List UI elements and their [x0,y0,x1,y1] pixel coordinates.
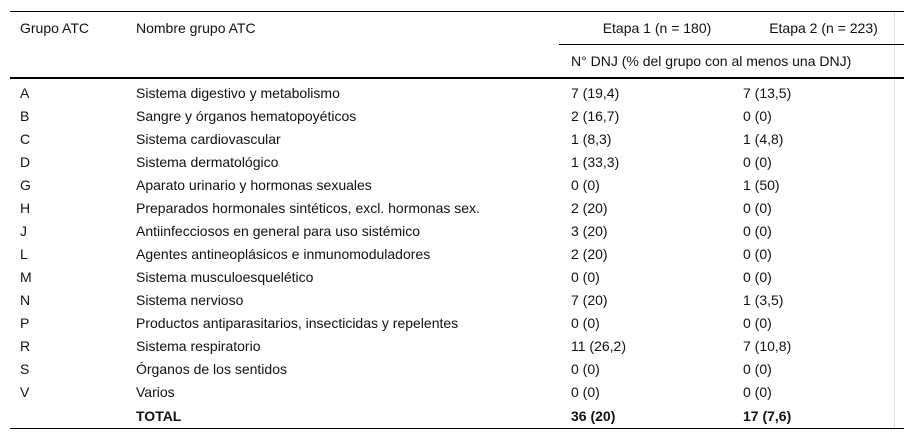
cell-grupo: H [20,199,31,216]
cell-etapa2: 0 (0) [743,153,772,170]
cell-etapa2: 7 (10,8) [743,337,792,354]
cell-etapa1: 7 (20) [571,291,608,308]
cell-etapa2: 0 (0) [743,383,772,400]
cell-nombre: Órganos de los sentidos [136,360,287,377]
cell-grupo [10,403,136,429]
table-row: N Sistema nervioso 7 (20) 1 (3,5) [10,288,904,311]
cell-nombre: Sistema musculoesquelético [136,268,314,285]
cell-etapa1: 0 (0) [571,360,600,377]
subheader-row: N° DNJ (% del grupo con al menos una DNJ… [10,44,904,79]
cell-etapa1: 0 (0) [571,176,600,193]
cell-etapa1: 1 (8,3) [571,130,612,147]
cell-etapa1: 11 (26,2) [571,337,626,354]
table-row: C Sistema cardiovascular 1 (8,3) 1 (4,8) [10,127,904,150]
cell-grupo: N [20,291,31,308]
header-etapa1: Etapa 1 (n = 180) [559,11,743,45]
cell-grupo: S [20,360,30,377]
cell-etapa1: 36 (20) [559,403,743,429]
cell-etapa2: 0 (0) [743,268,772,285]
table-row: D Sistema dermatológico 1 (33,3) 0 (0) [10,150,904,173]
subheader-dnj: N° DNJ (% del grupo con al menos una DNJ… [559,44,904,79]
cell-etapa1: 1 (33,3) [571,153,620,170]
cell-etapa1: 0 (0) [571,383,600,400]
cell-etapa1: 0 (0) [571,268,600,285]
cell-etapa2: 1 (3,5) [743,291,784,308]
cell-grupo: J [20,222,27,239]
cell-etapa2: 0 (0) [743,222,772,239]
header-grupo: Grupo ATC [10,11,136,45]
cell-etapa2: 0 (0) [743,107,772,124]
cell-grupo: P [20,314,30,331]
atc-table-container: Grupo ATC Nombre grupo ATC Etapa 1 (n = … [10,11,904,429]
table-row: B Sangre y órganos hematopoyéticos 2 (16,7… [10,104,904,127]
cell-nombre: Sistema nervioso [136,291,244,308]
cell-etapa2: 0 (0) [743,245,772,262]
table-row: A Sistema digestivo y metabolismo 7 (19,4)… [10,78,904,104]
cell-grupo: V [20,383,30,400]
cell-nombre: Varios [136,383,175,400]
header-row: Grupo ATC Nombre grupo ATC Etapa 1 (n = … [10,11,904,45]
table-row: J Antiinfecciosos en general para uso sis… [10,219,904,242]
cell-nombre: Aparato urinario y hormonas sexuales [136,176,372,193]
table-row: P Productos antiparasitarios, insecticida… [10,311,904,334]
header-nombre: Nombre grupo ATC [136,11,559,45]
cell-grupo: D [20,153,31,170]
table-row: L Agentes antineoplásicos e inmunomodulad… [10,242,904,265]
cell-etapa2: 1 (50) [743,176,780,193]
cell-grupo: M [20,268,32,285]
cell-etapa1: 3 (20) [571,222,608,239]
cell-grupo: B [20,107,30,124]
total-row: TOTAL 36 (20) 17 (7,6) [10,403,904,429]
cell-grupo: L [20,245,28,262]
cell-etapa1: 0 (0) [571,314,600,331]
cell-etapa1: 7 (19,4) [571,84,620,101]
table-row: V Varios 0 (0) 0 (0) [10,380,904,403]
cell-nombre: Sistema cardiovascular [136,130,281,147]
cell-grupo: G [20,176,31,193]
table-body: A Sistema digestivo y metabolismo 7 (19,4)… [10,78,904,429]
cell-nombre: Antiinfecciosos en general para uso sist… [136,222,421,239]
cell-etapa2: 7 (13,5) [743,84,792,101]
cell-nombre: Agentes antineoplásicos e inmunomodulado… [136,245,431,262]
table-row: R Sistema respiratorio 11 (26,2) 7 (10,8) [10,334,904,357]
cell-etapa1: 2 (16,7) [571,107,620,124]
cell-nombre: Preparados hormonales sintéticos, excl. … [136,199,480,216]
cell-etapa1: 2 (20) [571,245,608,262]
cell-etapa1: 2 (20) [571,199,608,216]
table-row: G Aparato urinario y hormonas sexuales 0 (… [10,173,904,196]
cell-nombre: Sistema dermatológico [136,153,279,170]
cell-etapa2: 0 (0) [743,360,772,377]
header-etapa2: Etapa 2 (n = 223) [743,11,904,45]
atc-table: Grupo ATC Nombre grupo ATC Etapa 1 (n = … [10,11,904,429]
table-row: S Órganos de los sentidos 0 (0) 0 (0) [10,357,904,380]
table-row: H Preparados hormonales sintéticos, excl.… [10,196,904,219]
cell-etapa2: 0 (0) [743,314,772,331]
cell-nombre: Sangre y órganos hematopoyéticos [136,107,357,124]
cell-nombre: Productos antiparasitarios, insecticidas… [136,314,459,331]
cell-nombre: Sistema digestivo y metabolismo [136,84,340,101]
cell-grupo: C [20,130,31,147]
cell-grupo: R [20,337,31,354]
cell-etapa2: 1 (4,8) [743,130,784,147]
cell-nombre: Sistema respiratorio [136,337,261,354]
cell-etapa2: 17 (7,6) [743,403,904,429]
cell-grupo: A [20,84,30,101]
cell-nombre: TOTAL [136,403,559,429]
cell-etapa2: 0 (0) [743,199,772,216]
table-row: M Sistema musculoesquelético 0 (0) 0 (0) [10,265,904,288]
